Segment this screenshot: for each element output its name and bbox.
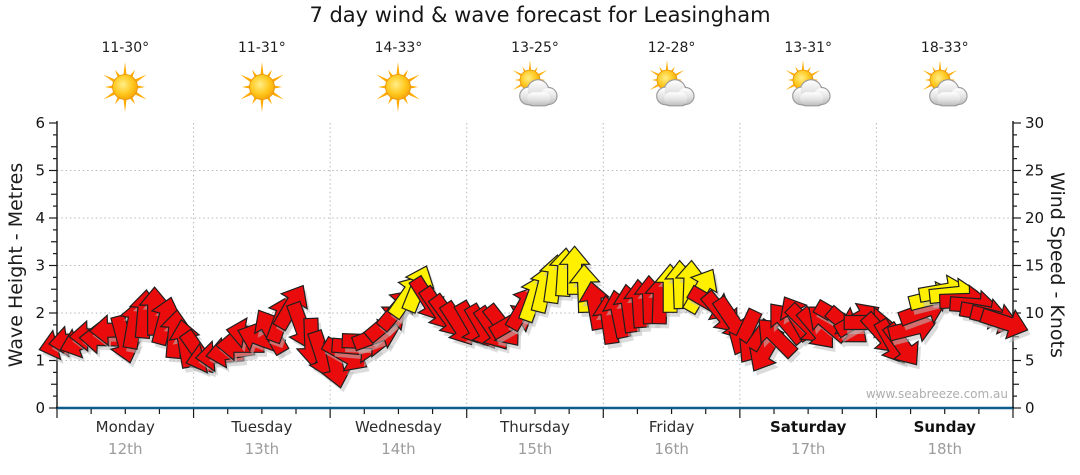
temperature-range: 13-25° — [511, 40, 559, 56]
day-label: Friday 16th — [603, 418, 740, 458]
axis-ticks — [49, 122, 1021, 418]
wind-arrow — [979, 307, 1029, 340]
day-label: Wednesday 14th — [330, 418, 467, 458]
sunny-icon — [99, 61, 151, 113]
wind-arrows — [38, 245, 1031, 393]
day-label-row: Monday 12th Tuesday 13th Wednesday 14th Thursd… — [57, 418, 1013, 458]
seabreeze-watermark: www.seabreeze.com.au — [865, 387, 1008, 401]
day-date: 14th — [381, 440, 416, 458]
day-forecast-header: 12-28° — [603, 40, 740, 113]
tick-labels: 0 1 2 3 4 5 6 0 5 10 15 20 25 30 — [35, 114, 1044, 417]
sunny-icon — [236, 61, 288, 113]
day-date: 12th — [108, 440, 143, 458]
svg-text:6: 6 — [35, 114, 45, 132]
day-name: Friday — [648, 418, 695, 436]
partly-cloudy-icon — [646, 60, 698, 113]
temperature-range: 13-31° — [784, 40, 833, 56]
day-date: 17th — [790, 440, 826, 458]
temperature-range: 18-33° — [920, 40, 969, 56]
day-forecast-header: 14-33° — [330, 40, 467, 113]
svg-text:5: 5 — [35, 162, 45, 180]
day-forecast-header: 11-30° — [57, 40, 194, 113]
day-date: 16th — [654, 440, 689, 458]
day-label: Thursday 15th — [467, 418, 604, 458]
svg-text:20: 20 — [1025, 209, 1044, 227]
svg-text:2: 2 — [35, 304, 45, 322]
day-label: Sunday 18th — [876, 418, 1013, 458]
day-forecast-header: 11-31° — [194, 40, 331, 113]
day-name: Saturday — [770, 418, 847, 436]
partly-cloudy-icon — [919, 60, 971, 113]
day-label: Monday 12th — [57, 418, 194, 458]
temperature-range: 11-31° — [238, 40, 286, 56]
day-date: 15th — [517, 440, 553, 458]
day-date: 13th — [244, 440, 280, 458]
temperature-range: 14-33° — [374, 40, 423, 56]
day-forecast-header: 18-33° — [876, 40, 1013, 113]
temperature-range: 11-30° — [101, 40, 150, 56]
svg-text:3: 3 — [35, 257, 45, 275]
day-name: Tuesday — [231, 418, 293, 436]
day-name: Wednesday — [355, 418, 442, 436]
day-name: Monday — [95, 418, 155, 436]
chart-title: 7 day wind & wave forecast for Leasingha… — [309, 3, 771, 27]
svg-text:30: 30 — [1025, 114, 1044, 132]
partly-cloudy-icon — [509, 60, 561, 113]
svg-text:0: 0 — [35, 399, 45, 417]
day-label: Saturday 17th — [740, 418, 877, 458]
day-date: 18th — [927, 440, 962, 458]
day-name: Sunday — [913, 418, 976, 436]
svg-text:15: 15 — [1025, 257, 1044, 275]
svg-text:0: 0 — [1025, 399, 1035, 417]
wind-arrow — [558, 245, 591, 295]
svg-text:4: 4 — [35, 209, 45, 227]
day-forecast-header-row: 11-30° 11-31° 14-33° 13-25° 12-28° — [57, 40, 1013, 113]
day-label: Tuesday 13th — [194, 418, 331, 458]
svg-text:10: 10 — [1025, 304, 1044, 322]
svg-text:1: 1 — [35, 352, 45, 370]
temperature-range: 12-28° — [647, 40, 696, 56]
svg-text:25: 25 — [1025, 162, 1044, 180]
partly-cloudy-icon — [782, 60, 834, 113]
svg-text:5: 5 — [1025, 352, 1035, 370]
day-forecast-header: 13-25° — [467, 40, 604, 113]
day-forecast-header: 13-31° — [740, 40, 877, 113]
day-name: Thursday — [500, 418, 570, 436]
sunny-icon — [372, 61, 424, 113]
